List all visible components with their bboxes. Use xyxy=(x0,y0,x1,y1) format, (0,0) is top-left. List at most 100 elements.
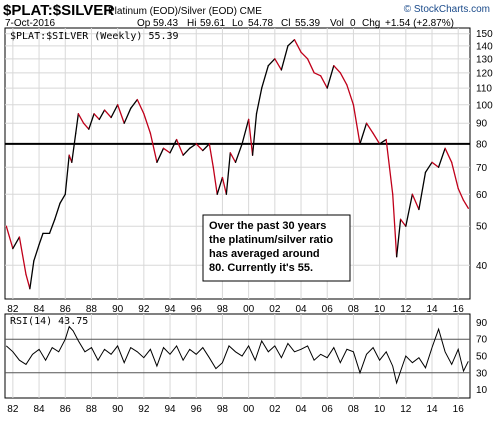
price-segment xyxy=(5,225,14,250)
price-x-tick-label: 12 xyxy=(400,304,412,315)
price-segment xyxy=(18,236,27,275)
price-segment xyxy=(405,193,414,227)
price-segment xyxy=(229,152,237,163)
price-segment xyxy=(234,143,243,163)
price-x-tick-label: 88 xyxy=(86,304,98,315)
price-segment xyxy=(12,236,21,250)
annotation-line-3: has averaged around xyxy=(209,248,320,260)
rsi-x-tick-label: 02 xyxy=(269,404,281,415)
price-y-tick-label: 40 xyxy=(476,261,488,272)
rsi-x-tick-label: 88 xyxy=(86,404,98,415)
price-x-tick-label: 92 xyxy=(138,304,150,315)
price-x-tick-label: 90 xyxy=(112,304,124,315)
price-segment xyxy=(216,176,224,195)
price-segment xyxy=(149,132,158,163)
price-segment xyxy=(333,65,341,74)
price-grid xyxy=(5,28,470,299)
price-segment xyxy=(267,58,276,67)
rsi-x-tick-label: 84 xyxy=(33,404,45,415)
price-x-tick-label: 86 xyxy=(60,304,72,315)
price-segment xyxy=(251,113,258,156)
price-segment xyxy=(130,98,138,109)
price-x-tick-label: 04 xyxy=(295,304,307,315)
price-segment xyxy=(365,122,374,134)
chart-description: Platinum (EOD)/Silver (EOD) CME xyxy=(108,6,262,17)
price-segment xyxy=(98,109,106,121)
price-y-tick-label: 110 xyxy=(476,84,492,95)
price-segment xyxy=(38,232,44,246)
rsi-x-tick-label: 12 xyxy=(400,404,412,415)
quote-chg-value: +1.54 (+2.87%) xyxy=(385,18,454,29)
annotation-box: Over the past 30 years the platinum/silv… xyxy=(202,214,351,282)
price-series xyxy=(5,39,469,290)
price-x-tick-label: 84 xyxy=(33,304,45,315)
price-segment xyxy=(431,161,440,168)
rsi-legend: RSI(14) 43.75 xyxy=(10,316,88,327)
price-segment xyxy=(25,273,31,290)
price-x-tick-label: 98 xyxy=(217,304,229,315)
rsi-x-tick-label: 08 xyxy=(348,404,360,415)
price-segment xyxy=(48,218,56,235)
price-segment xyxy=(300,51,309,60)
price-segment xyxy=(195,143,204,152)
price-x-tick-label: 82 xyxy=(7,304,19,315)
quote-cl-value: 55.39 xyxy=(295,18,320,29)
quote-strip: Op 59.43 Hi 59.61 Lo 54.78 Cl 55.39 Vol … xyxy=(137,18,454,29)
price-segment xyxy=(293,39,302,53)
price-segment xyxy=(225,152,231,195)
price-segment xyxy=(444,147,453,163)
rsi-x-axis: 82 84 86 88 90 92 94 96 98 00 02 04 06 08 10 12 14 16 xyxy=(7,404,464,415)
price-segment xyxy=(136,98,145,115)
price-segment xyxy=(378,138,387,145)
price-y-tick-label: 150 xyxy=(476,29,493,40)
annotation-line-4: 80. Currently it's 55. xyxy=(209,262,313,274)
quote-op-value: 59.43 xyxy=(153,18,178,29)
rsi-x-tick-label: 14 xyxy=(426,404,438,415)
annotation-line-1: Over the past 30 years xyxy=(209,220,326,232)
price-segment xyxy=(424,161,433,173)
price-segment xyxy=(175,138,184,156)
rsi-y-tick-label: 10 xyxy=(476,385,488,396)
price-y-tick-label: 60 xyxy=(476,190,488,201)
rsi-y-tick-label: 90 xyxy=(476,318,488,329)
rsi-x-tick-label: 94 xyxy=(164,404,176,415)
price-segment xyxy=(33,244,40,262)
price-x-tick-label: 02 xyxy=(269,304,281,315)
price-segment xyxy=(411,193,420,211)
price-segment xyxy=(457,187,465,201)
price-y-tick-label: 130 xyxy=(476,54,493,65)
price-y-tick-label: 140 xyxy=(476,41,493,52)
rsi-reference-lines xyxy=(5,338,470,374)
price-segment xyxy=(280,45,289,71)
price-segment xyxy=(359,122,368,145)
price-segment xyxy=(29,260,35,290)
price-segment xyxy=(208,143,214,168)
rsi-x-tick-label: 92 xyxy=(138,404,150,415)
price-segment xyxy=(399,218,407,227)
quote-lo-label: Lo xyxy=(232,18,244,29)
price-x-tick-label: 00 xyxy=(243,304,255,315)
price-segment xyxy=(71,132,77,163)
price-legend: $PLAT:$SILVER (Weekly) 55.39 xyxy=(10,31,179,42)
quote-cl-label: Cl xyxy=(281,18,290,29)
price-segment xyxy=(162,147,171,154)
price-segment xyxy=(221,176,228,195)
rsi-x-tick-label: 96 xyxy=(191,404,203,415)
price-segment xyxy=(123,107,132,124)
price-segment xyxy=(241,118,250,145)
price-segment xyxy=(82,122,90,130)
rsi-y-tick-label: 30 xyxy=(476,368,488,379)
price-segment xyxy=(247,118,254,156)
rsi-y-tick-label: 50 xyxy=(476,352,488,363)
price-x-tick-label: 96 xyxy=(191,304,203,315)
rsi-x-tick-label: 10 xyxy=(374,404,386,415)
price-y-tick-label: 90 xyxy=(476,119,488,130)
price-segment xyxy=(59,193,66,204)
price-y-tick-label: 100 xyxy=(476,100,493,111)
annotation-frame xyxy=(202,214,351,282)
price-y-tick-label: 80 xyxy=(476,139,488,150)
quote-hi-label: Hi xyxy=(187,18,196,29)
rsi-x-tick-label: 90 xyxy=(112,404,124,415)
annotation-line-2: the platinum/silver ratio xyxy=(209,234,333,246)
